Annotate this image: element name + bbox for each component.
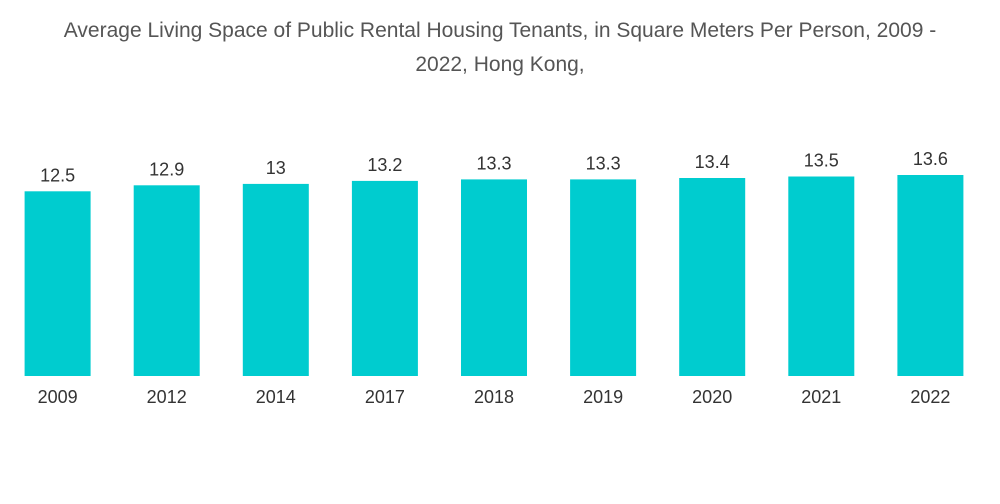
bars-group bbox=[24, 175, 964, 376]
category-labels-group: 2009 2012 2014 2017 2018 2019 2020 2021 2022 bbox=[38, 387, 951, 407]
value-label-2017: 13.2 bbox=[367, 155, 402, 175]
bar-2009 bbox=[24, 191, 91, 376]
bar-2022 bbox=[897, 175, 964, 376]
value-label-2020: 13.4 bbox=[695, 152, 730, 172]
bar-2019 bbox=[570, 179, 637, 376]
bar-2017 bbox=[351, 180, 418, 376]
value-label-2018: 13.3 bbox=[476, 153, 511, 173]
value-labels-group: 12.5 12.9 13 13.2 13.3 13.3 13.4 13.5 13.6 bbox=[40, 149, 948, 185]
bar-2012 bbox=[133, 185, 200, 376]
x-tick-label-2017: 2017 bbox=[365, 387, 405, 407]
bar-2021 bbox=[788, 176, 855, 376]
x-tick-label-2012: 2012 bbox=[147, 387, 187, 407]
x-tick-label-2018: 2018 bbox=[474, 387, 514, 407]
bar-2020 bbox=[679, 178, 746, 376]
value-label-2009: 12.5 bbox=[40, 165, 75, 185]
x-tick-label-2019: 2019 bbox=[583, 387, 623, 407]
value-label-2014: 13 bbox=[266, 158, 286, 178]
bar-2014 bbox=[242, 183, 309, 376]
x-tick-label-2022: 2022 bbox=[910, 387, 950, 407]
x-tick-label-2014: 2014 bbox=[256, 387, 296, 407]
bar-2018 bbox=[461, 179, 527, 376]
chart-title-line-1: Average Living Space of Public Rental Ho… bbox=[63, 19, 937, 42]
value-label-2022: 13.6 bbox=[913, 149, 948, 169]
x-tick-label-2021: 2021 bbox=[801, 387, 841, 407]
value-label-2021: 13.5 bbox=[804, 151, 839, 171]
x-tick-label-2009: 2009 bbox=[38, 387, 78, 407]
value-label-2012: 12.9 bbox=[149, 159, 184, 179]
chart-title-line-2: 2022, Hong Kong, bbox=[415, 53, 585, 76]
x-tick-label-2020: 2020 bbox=[692, 387, 732, 407]
chart-title: Average Living Space of Public Rental Ho… bbox=[0, 14, 1000, 82]
value-label-2019: 13.3 bbox=[586, 153, 621, 173]
